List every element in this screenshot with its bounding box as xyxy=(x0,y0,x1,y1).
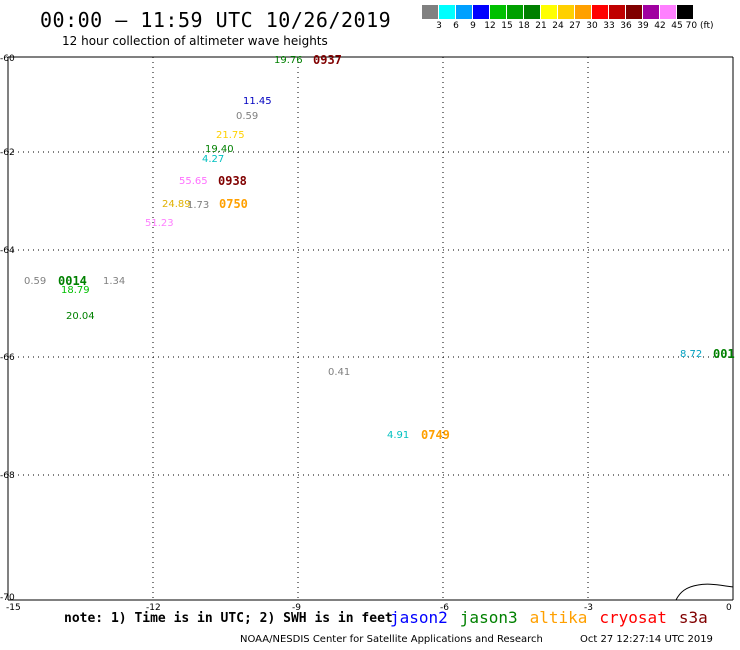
colorbar-swatch xyxy=(558,5,575,19)
credit-line: NOAA/NESDIS Center for Satellite Applica… xyxy=(240,634,543,645)
colorbar-label: 12 xyxy=(484,21,496,31)
map-plot-area xyxy=(7,56,734,601)
wave-height-label: 1.34 xyxy=(103,276,126,287)
colorbar-swatch xyxy=(643,5,660,19)
wave-height-label: 18.79 xyxy=(61,285,90,296)
latitude-tick-label: -62 xyxy=(0,148,15,158)
colorbar-label: 70 (ft) xyxy=(685,21,714,31)
pass-time-label: 0750 xyxy=(219,197,248,211)
wave-height-label: 24.89 xyxy=(162,199,191,210)
wave-height-label: 19.40 xyxy=(205,144,234,155)
colorbar-swatch xyxy=(473,5,490,19)
satellite-legend-s3a: s3a xyxy=(678,608,708,627)
colorbar-label: 9 xyxy=(470,21,476,31)
colorbar-swatch xyxy=(422,5,439,19)
longitude-tick-label: -12 xyxy=(146,603,161,613)
wave-height-label: 0.41 xyxy=(328,367,351,378)
pass-time-label: 0937 xyxy=(313,53,342,67)
wave-height-label: 51.23 xyxy=(145,218,174,229)
colorbar-swatch xyxy=(592,5,609,19)
latitude-tick-label: -60 xyxy=(0,54,15,64)
map-subtitle: 12 hour collection of altimeter wave hei… xyxy=(62,34,328,48)
colorbar-label: 24 xyxy=(552,21,564,31)
colorbar-label: 30 xyxy=(586,21,598,31)
pass-time-label: 001 xyxy=(713,347,735,361)
wave-height-label: 11.45 xyxy=(243,96,272,107)
colorbar-label: 39 xyxy=(637,21,649,31)
colorbar-label: 6 xyxy=(453,21,459,31)
wave-height-label: 4.27 xyxy=(202,154,225,165)
coastline xyxy=(675,583,734,601)
wave-height-label: 4.91 xyxy=(387,430,410,441)
colorbar-label: 21 xyxy=(535,21,547,31)
colorbar-label: 3 xyxy=(436,21,442,31)
latitude-tick-label: -68 xyxy=(0,471,15,481)
colorbar-swatch xyxy=(677,5,694,19)
latitude-tick-label: -64 xyxy=(0,246,15,256)
pass-time-label: 0749 xyxy=(421,428,450,442)
satellite-legend-altika: altika xyxy=(529,608,588,627)
colorbar-swatch xyxy=(660,5,677,19)
longitude-tick-label: -15 xyxy=(6,603,21,613)
longitude-tick-label: -3 xyxy=(584,603,593,613)
wave-height-label: 19.76 xyxy=(274,55,303,66)
colorbar-swatch xyxy=(490,5,507,19)
colorbar-swatch xyxy=(541,5,558,19)
colorbar-label: 33 xyxy=(603,21,615,31)
pass-time-label: 0938 xyxy=(218,174,247,188)
colorbar-swatch xyxy=(439,5,456,19)
colorbar-label: 42 xyxy=(654,21,666,31)
colorbar-swatch xyxy=(626,5,643,19)
wave-height-label: 55.65 xyxy=(179,176,208,187)
colorbar-labels: 3 6 9 12 15 18 21 24 27 30 33 36 39 42 45 70 (ft) xyxy=(422,21,740,33)
colorbar-label: 36 xyxy=(620,21,632,31)
longitude-tick-label: -6 xyxy=(440,603,449,613)
longitude-tick-label: 0 xyxy=(726,603,732,613)
units-note: note: 1) Time is in UTC; 2) SWH is in fe… xyxy=(64,611,393,626)
generated-timestamp: Oct 27 12:27:14 UTC 2019 xyxy=(580,634,713,645)
satellite-legend-jason2: jason2 xyxy=(390,608,448,627)
latitude-tick-label: -70 xyxy=(0,593,15,603)
map-title: 00:00 – 11:59 UTC 10/26/2019 xyxy=(40,8,392,32)
wave-height-label: 20.04 xyxy=(66,311,95,322)
colorbar-label: 18 xyxy=(518,21,530,31)
wave-height-label: 0.59 xyxy=(236,111,259,122)
colorbar-label: 15 xyxy=(501,21,513,31)
colorbar-label: 27 xyxy=(569,21,581,31)
pass-time-label: 0014 xyxy=(58,274,87,288)
colorbar-swatch xyxy=(575,5,592,19)
satellite-legend-cryosat: cryosat xyxy=(599,608,667,627)
wave-height-label: 1.73 xyxy=(187,200,210,211)
wave-height-label: 21.75 xyxy=(216,130,245,141)
colorbar-label: 45 xyxy=(671,21,683,31)
colorbar-swatch xyxy=(456,5,473,19)
wave-height-colorbar xyxy=(422,5,694,19)
satellite-legend-jason3: jason3 xyxy=(459,608,518,627)
colorbar-swatch xyxy=(609,5,626,19)
wave-height-label: 8.72 xyxy=(680,349,703,360)
latitude-tick-label: -66 xyxy=(0,353,15,363)
map-grid xyxy=(7,56,734,601)
wave-height-label: 0.59 xyxy=(24,276,47,287)
longitude-tick-label: -9 xyxy=(292,603,301,613)
colorbar-swatch xyxy=(507,5,524,19)
satellite-legend: jason2 jason3 altika cryosat s3a xyxy=(390,608,708,627)
colorbar-swatch xyxy=(524,5,541,19)
